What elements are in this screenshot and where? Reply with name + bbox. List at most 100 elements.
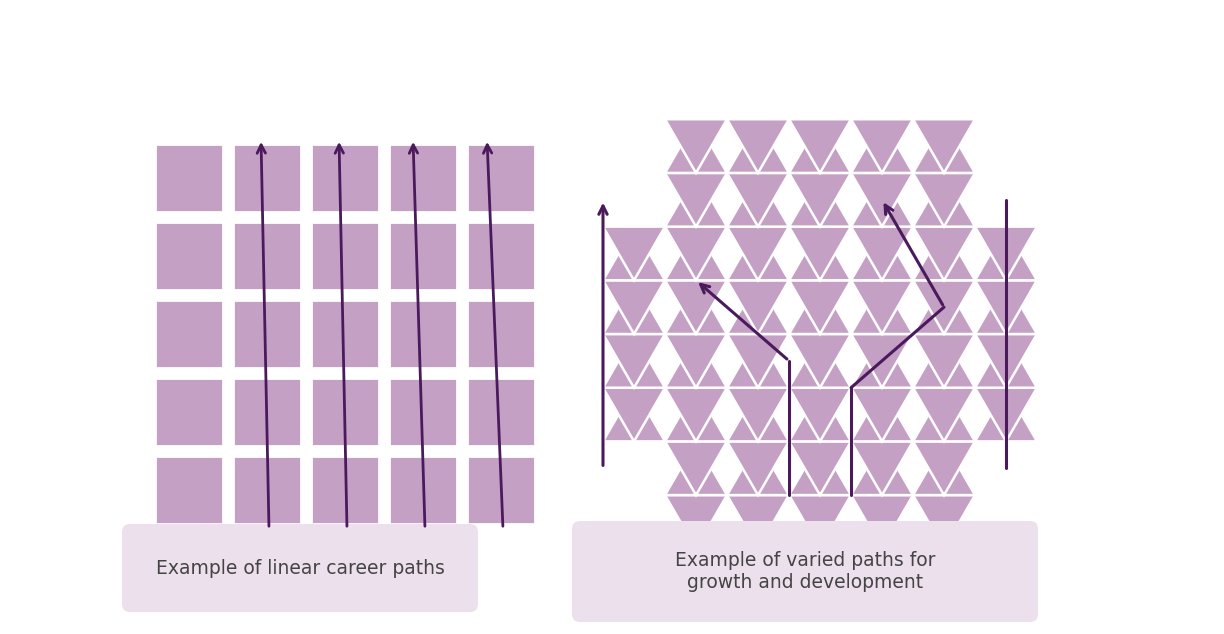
Polygon shape	[913, 388, 976, 441]
Bar	[389, 378, 457, 446]
Polygon shape	[789, 119, 851, 173]
Bar	[311, 456, 379, 524]
Bar	[233, 144, 301, 212]
Polygon shape	[789, 495, 851, 549]
Polygon shape	[789, 334, 851, 388]
Polygon shape	[851, 173, 913, 226]
Polygon shape	[789, 334, 851, 388]
Bar	[233, 300, 301, 368]
Bar	[389, 222, 457, 290]
Polygon shape	[913, 226, 976, 280]
Bar	[389, 378, 457, 446]
Bar	[155, 456, 223, 524]
Polygon shape	[727, 495, 789, 549]
Polygon shape	[851, 388, 913, 441]
Polygon shape	[913, 495, 976, 549]
Bar	[311, 378, 379, 446]
Polygon shape	[665, 173, 727, 226]
Bar	[468, 222, 535, 290]
Bar	[468, 300, 535, 368]
Polygon shape	[665, 280, 727, 334]
Bar	[233, 378, 301, 446]
Bar	[155, 300, 223, 368]
Polygon shape	[665, 334, 727, 388]
Polygon shape	[727, 388, 789, 441]
Bar	[389, 222, 457, 290]
Polygon shape	[727, 226, 789, 280]
Bar	[155, 222, 223, 290]
Polygon shape	[665, 226, 727, 280]
Polygon shape	[789, 280, 851, 334]
Bar	[155, 222, 223, 290]
Polygon shape	[851, 495, 913, 549]
Polygon shape	[976, 226, 1037, 280]
Polygon shape	[851, 334, 913, 388]
Bar	[468, 378, 535, 446]
Polygon shape	[727, 441, 789, 495]
Polygon shape	[727, 334, 789, 388]
Bar	[468, 300, 535, 368]
Polygon shape	[851, 334, 913, 388]
Bar	[311, 222, 379, 290]
Bar	[389, 144, 457, 212]
Polygon shape	[789, 388, 851, 441]
Polygon shape	[851, 173, 913, 226]
Polygon shape	[727, 495, 789, 549]
Polygon shape	[913, 280, 976, 334]
Text: Example of linear career paths: Example of linear career paths	[155, 559, 444, 578]
Bar	[155, 144, 223, 212]
Polygon shape	[913, 441, 976, 495]
Polygon shape	[851, 441, 913, 495]
Polygon shape	[665, 280, 727, 334]
Bar	[389, 144, 457, 212]
Polygon shape	[603, 334, 665, 388]
Bar	[468, 456, 535, 524]
Polygon shape	[603, 280, 665, 334]
Polygon shape	[727, 280, 789, 334]
Polygon shape	[976, 334, 1037, 388]
Bar	[233, 222, 301, 290]
Polygon shape	[851, 119, 913, 173]
Bar	[311, 144, 379, 212]
Text: Example of varied paths for
growth and development: Example of varied paths for growth and d…	[674, 552, 935, 593]
Bar	[311, 300, 379, 368]
Polygon shape	[913, 334, 976, 388]
Polygon shape	[789, 495, 851, 549]
Polygon shape	[913, 173, 976, 226]
Polygon shape	[851, 280, 913, 334]
Polygon shape	[789, 173, 851, 226]
Polygon shape	[727, 173, 789, 226]
Polygon shape	[789, 226, 851, 280]
Polygon shape	[913, 495, 976, 549]
Bar	[155, 300, 223, 368]
Polygon shape	[789, 119, 851, 173]
Polygon shape	[603, 388, 665, 441]
Polygon shape	[789, 441, 851, 495]
Polygon shape	[976, 334, 1037, 388]
FancyBboxPatch shape	[572, 521, 1038, 622]
Polygon shape	[976, 388, 1037, 441]
Bar	[468, 378, 535, 446]
Polygon shape	[727, 441, 789, 495]
Polygon shape	[851, 441, 913, 495]
Polygon shape	[789, 280, 851, 334]
Polygon shape	[665, 388, 727, 441]
Bar	[155, 378, 223, 446]
Polygon shape	[665, 441, 727, 495]
Polygon shape	[665, 441, 727, 495]
Polygon shape	[665, 119, 727, 173]
Bar	[311, 300, 379, 368]
Bar	[389, 300, 457, 368]
Polygon shape	[603, 280, 665, 334]
Polygon shape	[665, 334, 727, 388]
Polygon shape	[727, 119, 789, 173]
Polygon shape	[603, 226, 665, 280]
Bar	[233, 222, 301, 290]
Polygon shape	[976, 388, 1037, 441]
Polygon shape	[665, 388, 727, 441]
Polygon shape	[976, 226, 1037, 280]
Polygon shape	[665, 495, 727, 549]
Polygon shape	[603, 226, 665, 280]
Polygon shape	[913, 119, 976, 173]
Polygon shape	[789, 173, 851, 226]
